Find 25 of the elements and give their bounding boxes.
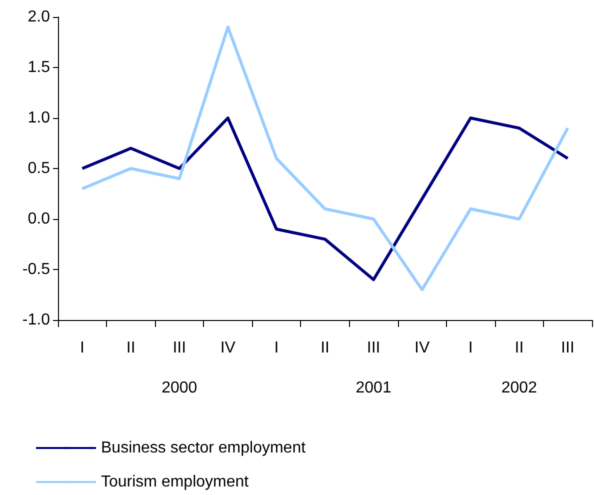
x-tick-label: IV	[414, 340, 430, 356]
x-tick-label: III	[366, 340, 380, 356]
x-tick-label: II	[126, 340, 136, 356]
x-tick-label: I	[274, 340, 279, 356]
line-series	[80, 26, 570, 292]
legend-label: Tourism employment	[101, 474, 250, 490]
x-tick-label: III	[561, 340, 574, 356]
y-tick-label: 1.5	[28, 59, 50, 76]
x-tick-label: II	[514, 340, 524, 356]
y-tick-label: -0.5	[22, 261, 50, 278]
x-tick-label: I	[80, 340, 84, 356]
text: 2000	[162, 380, 198, 396]
x-tick-label: IV	[220, 340, 236, 356]
y-tick-label: 2.0	[28, 8, 50, 26]
y-tick-label: -1.0	[22, 312, 50, 328]
y-tick-label: 0.5	[28, 160, 50, 177]
y-tick-label: 0.0	[28, 210, 50, 228]
text: 2002	[501, 380, 538, 396]
x-tick-label: III	[172, 340, 186, 356]
text: 2001	[356, 380, 392, 396]
x-tick-label: I	[468, 340, 473, 356]
x-tick-label: II	[320, 340, 330, 356]
legend-label: Business sector employment	[101, 440, 306, 456]
y-tick-label: 1.0	[28, 110, 50, 126]
line-series	[80, 116, 570, 282]
